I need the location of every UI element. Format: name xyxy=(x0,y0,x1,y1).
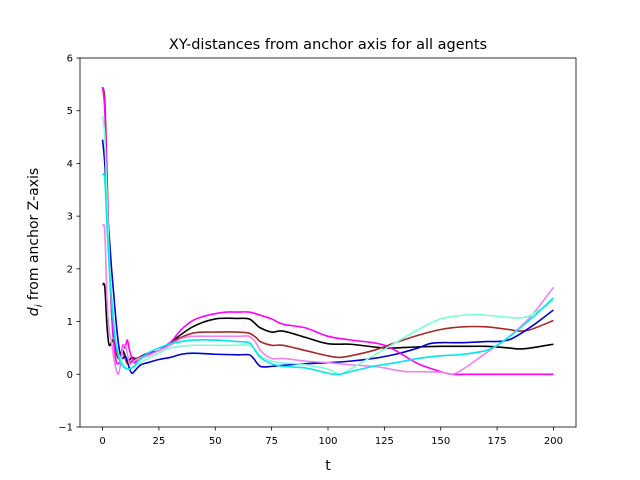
y-tick-label: 2 xyxy=(67,264,73,275)
x-tick-label: 75 xyxy=(265,436,278,447)
x-axis-label: t xyxy=(325,458,331,474)
y-tick-label: −1 xyxy=(58,423,73,434)
series-line-3 xyxy=(101,139,554,375)
y-tick-label: 0 xyxy=(67,370,73,381)
y-tick-label: 6 xyxy=(67,54,73,65)
y-tick-label: 3 xyxy=(67,212,73,223)
chart-title: XY-distances from anchor axis for all ag… xyxy=(169,37,487,53)
series-line-4 xyxy=(101,86,554,376)
y-axis-label-text: from anchor Z-axis xyxy=(26,168,42,305)
x-tick-label: 0 xyxy=(99,436,105,447)
y-axis-label-symbol: d xyxy=(26,307,42,316)
y-axis-label-subscript: i xyxy=(34,304,45,307)
y-tick-label: 5 xyxy=(67,106,73,117)
x-tick-label: 100 xyxy=(318,436,337,447)
x-tick-label: 50 xyxy=(209,436,222,447)
x-tick-label: 175 xyxy=(488,436,507,447)
x-tick-label: 150 xyxy=(431,436,450,447)
x-tick-label: 200 xyxy=(544,436,563,447)
x-axis: 0 25 50 75 100 125 150 175 200 xyxy=(99,427,563,447)
y-tick-label: 1 xyxy=(67,317,73,328)
y-tick-label: 4 xyxy=(67,159,73,170)
x-tick-label: 25 xyxy=(153,436,166,447)
series-layer xyxy=(101,86,555,376)
series-line-5 xyxy=(101,223,555,376)
series-line-2 xyxy=(101,86,554,365)
y-axis-label: di from anchor Z-axis xyxy=(26,168,45,316)
y-axis: −1 0 1 2 3 4 5 6 xyxy=(58,54,80,434)
x-tick-label: 125 xyxy=(375,436,394,447)
series-line-7 xyxy=(101,172,554,376)
